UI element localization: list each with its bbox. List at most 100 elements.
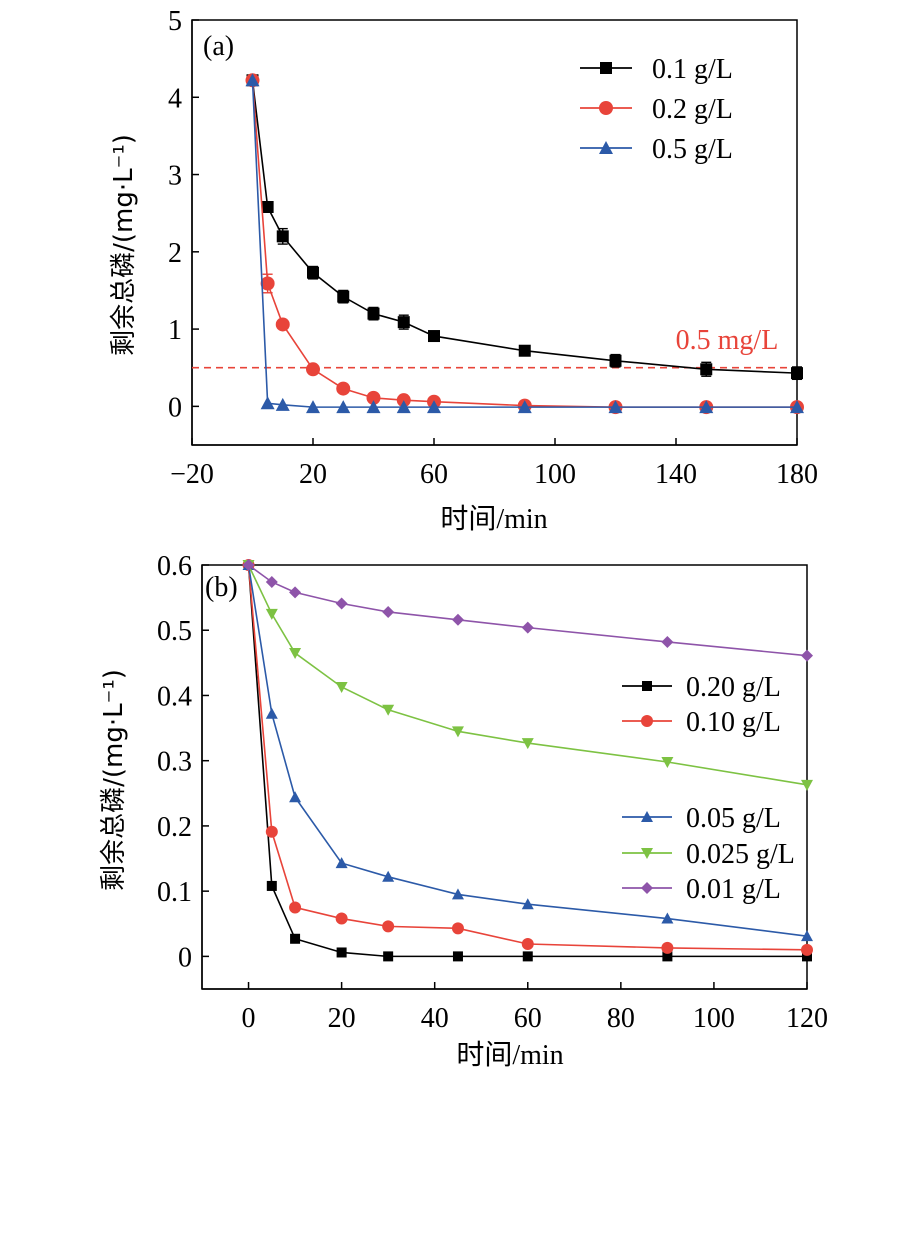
x-tick-label: 100 xyxy=(534,459,576,490)
data-point xyxy=(289,901,302,914)
data-point xyxy=(382,605,395,618)
data-point xyxy=(289,648,302,660)
data-point xyxy=(366,390,381,405)
legend-marker xyxy=(641,848,653,859)
legend-label: 0.1 g/L xyxy=(652,54,733,85)
y-tick-label: 0.1 xyxy=(157,877,192,908)
data-point xyxy=(661,635,674,648)
legend-a: 0.1 g/L 0.2 g/L 0.5 g/L xyxy=(580,54,733,165)
data-point xyxy=(382,870,395,882)
legend-item: 0.01 g/L xyxy=(622,874,781,905)
legend-item: 0.025 g/L xyxy=(622,839,795,870)
y-tick-label: 0.2 xyxy=(157,812,192,843)
x-tick-label: 60 xyxy=(514,1003,542,1034)
data-point xyxy=(661,912,674,924)
data-point xyxy=(801,943,813,956)
x-ticks-b: 0 20 40 60 80 100 120 xyxy=(242,982,828,1034)
data-point xyxy=(265,608,278,620)
x-tick-label: 60 xyxy=(420,459,448,490)
data-point xyxy=(265,707,278,719)
data-point xyxy=(518,344,531,357)
series-3 xyxy=(242,559,813,942)
data-point xyxy=(276,230,289,243)
data-point xyxy=(245,73,260,87)
legend-marker xyxy=(600,62,612,74)
data-point xyxy=(335,681,348,693)
legend-label: 0.05 g/L xyxy=(686,803,781,834)
x-tick-label: 120 xyxy=(786,1003,828,1034)
x-tick-label: 20 xyxy=(299,459,327,490)
data-point xyxy=(396,400,411,414)
data-point xyxy=(661,756,674,768)
series-4 xyxy=(242,560,813,791)
y-tick-label: 4 xyxy=(168,83,182,114)
data-point xyxy=(265,575,278,588)
y-ticks-a: 0 1 2 3 4 5 xyxy=(168,6,199,423)
data-point xyxy=(289,586,302,599)
x-tick-label: 100 xyxy=(693,1003,735,1034)
data-point xyxy=(335,912,348,925)
data-point xyxy=(260,276,275,291)
data-point xyxy=(261,201,274,213)
data-point xyxy=(382,920,395,933)
panel-a: −20 20 60 100 140 180 0 1 2 3 4 5 (a) 时间/min 剩余总磷/… xyxy=(109,6,818,535)
legend-marker xyxy=(641,811,653,822)
data-point xyxy=(700,363,713,376)
data-point xyxy=(608,400,623,414)
series-line xyxy=(248,564,808,657)
data-point xyxy=(428,330,440,343)
legend-marker xyxy=(641,715,653,727)
legend-marker xyxy=(641,882,653,894)
data-point xyxy=(451,613,464,626)
y-axis-label-b: 剩余总磷/(mg·L⁻¹) xyxy=(99,669,129,891)
data-point xyxy=(790,400,804,414)
y-tick-label: 2 xyxy=(168,238,182,269)
series-3 xyxy=(245,73,804,414)
data-point xyxy=(266,880,277,891)
data-point xyxy=(260,396,275,410)
data-point xyxy=(801,930,813,942)
data-point xyxy=(661,941,674,954)
legend-marker xyxy=(599,141,613,154)
y-ticks-b: 0 0.1 0.2 0.3 0.4 0.5 0.6 xyxy=(157,551,209,973)
data-point xyxy=(801,779,813,791)
panel-label-a: (a) xyxy=(203,31,234,62)
data-point xyxy=(366,400,381,414)
legend-item: 0.2 g/L xyxy=(580,94,733,125)
x-tick-label: 20 xyxy=(328,1003,356,1034)
data-point xyxy=(609,354,622,367)
y-tick-label: 0.5 xyxy=(157,616,192,647)
x-tick-label: 40 xyxy=(421,1003,449,1034)
y-tick-label: 0 xyxy=(168,392,182,423)
series-group-b xyxy=(242,559,813,962)
y-tick-label: 5 xyxy=(168,6,182,37)
data-point xyxy=(383,951,394,962)
data-point xyxy=(521,937,534,950)
data-point xyxy=(451,888,464,900)
data-point xyxy=(337,290,350,303)
data-point xyxy=(242,559,255,571)
data-point xyxy=(801,649,813,662)
y-tick-label: 1 xyxy=(168,315,182,346)
data-point xyxy=(335,857,348,869)
y-tick-label: 0.4 xyxy=(157,681,192,712)
series-line xyxy=(251,80,797,408)
legend-label: 0.20 g/L xyxy=(686,672,781,703)
legend-marker xyxy=(642,681,652,691)
data-point xyxy=(306,362,320,377)
y-tick-label: 0 xyxy=(178,942,192,973)
x-ticks-a: −20 20 60 100 140 180 xyxy=(170,438,818,490)
series-5 xyxy=(242,559,813,662)
legend-item: 0.5 g/L xyxy=(580,134,733,165)
data-point xyxy=(367,307,380,320)
panel-label-b: (b) xyxy=(205,572,238,603)
x-tick-label: 80 xyxy=(607,1003,635,1034)
data-point xyxy=(382,704,395,716)
x-axis-label-a: 时间/min xyxy=(440,503,547,535)
panel-b: 0 20 40 60 80 100 120 00.10.20.30.40.50.6 (b) … xyxy=(99,551,828,1071)
data-point xyxy=(307,266,319,279)
data-point xyxy=(522,951,533,962)
data-point xyxy=(427,400,441,414)
data-point xyxy=(521,621,534,634)
data-point xyxy=(336,381,351,396)
